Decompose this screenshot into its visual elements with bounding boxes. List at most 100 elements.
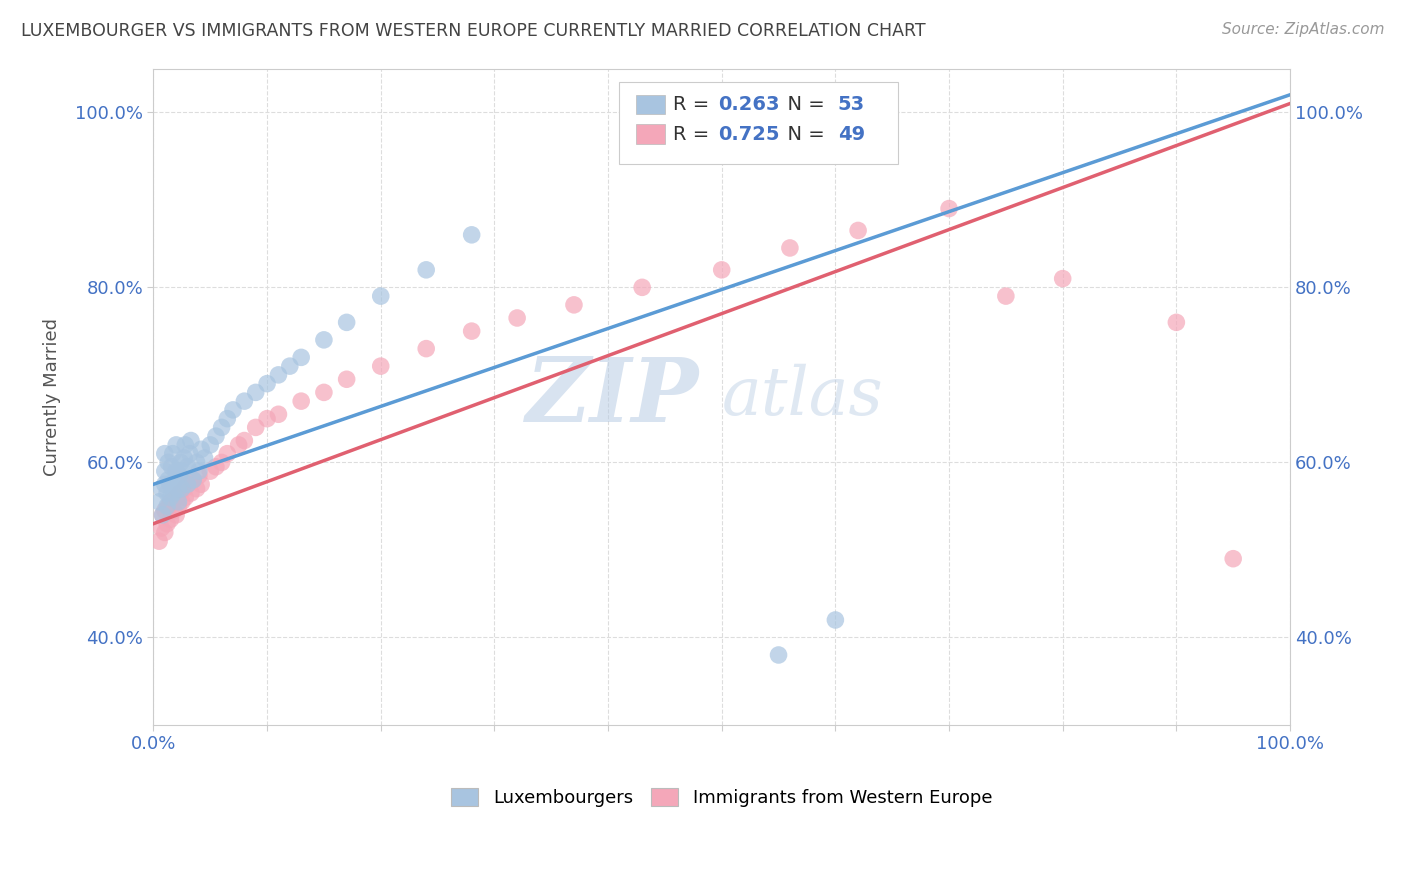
Point	[336, 372, 359, 386]
Point	[176, 477, 198, 491]
Point	[200, 464, 222, 478]
Point	[312, 333, 335, 347]
Point	[290, 351, 312, 365]
Point	[415, 263, 437, 277]
Point	[186, 482, 208, 496]
Point	[170, 495, 193, 509]
Point	[193, 450, 215, 465]
Point	[180, 434, 202, 448]
Text: 0.725: 0.725	[718, 125, 780, 144]
Point	[217, 447, 239, 461]
Point	[846, 223, 869, 237]
Point	[148, 495, 170, 509]
Text: Source: ZipAtlas.com: Source: ZipAtlas.com	[1222, 22, 1385, 37]
Text: R =: R =	[673, 125, 716, 144]
Point	[159, 495, 181, 509]
Point	[181, 473, 204, 487]
Text: LUXEMBOURGER VS IMMIGRANTS FROM WESTERN EUROPE CURRENTLY MARRIED CORRELATION CHA: LUXEMBOURGER VS IMMIGRANTS FROM WESTERN …	[21, 22, 925, 40]
Point	[190, 477, 212, 491]
Point	[152, 508, 174, 522]
Text: 49: 49	[838, 125, 865, 144]
Point	[245, 385, 267, 400]
Point	[167, 499, 190, 513]
Point	[460, 324, 482, 338]
Point	[174, 438, 197, 452]
Point	[153, 477, 176, 491]
Point	[165, 508, 187, 522]
Point	[267, 407, 290, 421]
Point	[163, 473, 186, 487]
Point	[170, 482, 193, 496]
Text: atlas: atlas	[721, 364, 883, 429]
Point	[267, 368, 290, 382]
Point	[460, 227, 482, 242]
Text: 53: 53	[838, 95, 865, 114]
Text: N =: N =	[775, 125, 831, 144]
Point	[205, 429, 228, 443]
Point	[994, 289, 1017, 303]
Point	[631, 280, 654, 294]
Point	[370, 359, 392, 373]
FancyBboxPatch shape	[620, 82, 898, 164]
Point	[256, 411, 278, 425]
Point	[173, 482, 195, 496]
Point	[162, 447, 184, 461]
Point	[187, 468, 209, 483]
Point	[156, 499, 179, 513]
Text: ZIP: ZIP	[526, 353, 699, 440]
Point	[157, 499, 180, 513]
Point	[506, 310, 529, 325]
Point	[233, 434, 256, 448]
Point	[159, 491, 181, 505]
Point	[163, 486, 186, 500]
Point	[156, 516, 179, 531]
Legend: Luxembourgers, Immigrants from Western Europe: Luxembourgers, Immigrants from Western E…	[437, 773, 1007, 822]
Point	[1222, 551, 1244, 566]
Point	[167, 495, 190, 509]
Point	[157, 473, 180, 487]
Point	[222, 403, 245, 417]
Point	[176, 477, 198, 491]
Point	[165, 438, 187, 452]
Point	[187, 464, 209, 478]
Point	[278, 359, 301, 373]
Point	[156, 486, 179, 500]
Point	[160, 459, 183, 474]
Point	[174, 491, 197, 505]
Point	[200, 438, 222, 452]
Point	[163, 503, 186, 517]
Point	[165, 464, 187, 478]
Point	[186, 455, 208, 469]
Point	[290, 394, 312, 409]
Point	[1052, 271, 1074, 285]
Point	[153, 447, 176, 461]
Point	[312, 385, 335, 400]
Point	[170, 464, 193, 478]
Point	[176, 459, 198, 474]
Point	[173, 450, 195, 465]
Point	[768, 648, 790, 662]
Point	[710, 263, 733, 277]
Point	[153, 503, 176, 517]
Point	[153, 525, 176, 540]
Text: R =: R =	[673, 95, 716, 114]
Point	[157, 455, 180, 469]
Point	[153, 464, 176, 478]
Point	[150, 482, 173, 496]
Point	[169, 486, 191, 500]
Point	[150, 521, 173, 535]
Point	[336, 315, 359, 329]
Point	[779, 241, 801, 255]
Point	[824, 613, 846, 627]
Point	[180, 486, 202, 500]
Point	[169, 468, 191, 483]
Y-axis label: Currently Married: Currently Married	[44, 318, 60, 475]
Point	[256, 376, 278, 391]
Point	[179, 447, 201, 461]
Point	[245, 420, 267, 434]
Point	[211, 455, 233, 469]
Point	[233, 394, 256, 409]
Point	[1166, 315, 1188, 329]
Point	[167, 482, 190, 496]
Point	[562, 298, 585, 312]
